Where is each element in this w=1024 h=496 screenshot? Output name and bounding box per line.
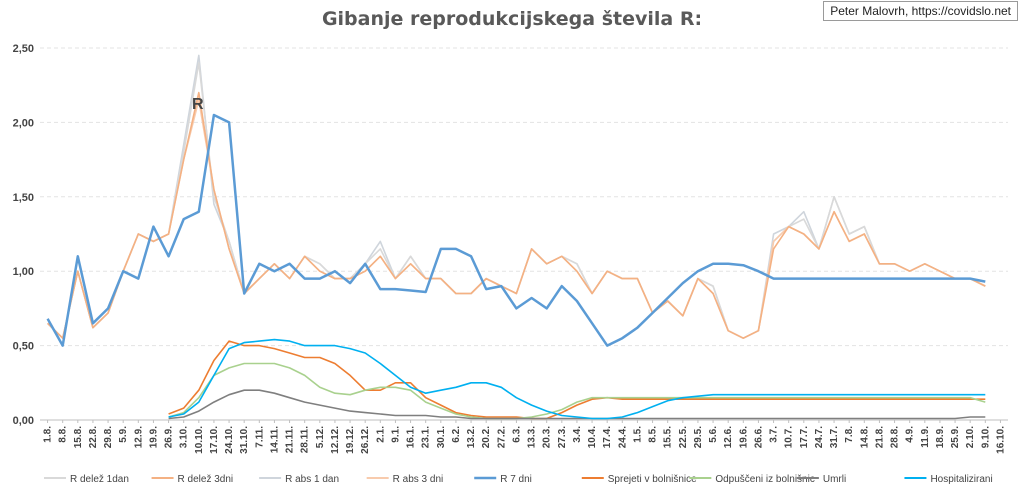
x-tick-label: 4.9. — [905, 426, 916, 443]
legend-label: Hospitalizirani — [930, 474, 992, 485]
x-tick-label: 7.8. — [844, 426, 855, 443]
x-tick-label: 29.5. — [693, 426, 704, 448]
series-line-5 — [168, 340, 986, 420]
x-tick-label: 17.7. — [799, 426, 810, 448]
credit-label: Peter Malovrh, https://covidslo.net — [823, 1, 1018, 21]
x-tick-label: 21.11. — [285, 426, 296, 453]
chart-title: Gibanje reprodukcijskega števila R: — [321, 8, 703, 30]
x-tick-label: 10.7. — [784, 426, 795, 448]
x-tick-label: 16.1. — [406, 426, 417, 448]
series-line-1 — [47, 91, 986, 339]
r-annotation: R — [192, 96, 204, 113]
x-tick-label: 27.2. — [496, 426, 507, 448]
series-line-0 — [47, 62, 986, 339]
x-tick-label: 1.8. — [43, 426, 54, 443]
legend-label: Sprejeti v bolnišnice — [608, 474, 697, 485]
y-tick-label: 0,50 — [13, 341, 34, 353]
x-tick-label: 10.10. — [194, 426, 205, 454]
x-tick-label: 15.5. — [663, 426, 674, 448]
x-tick-label: 13.3. — [527, 426, 538, 448]
x-tick-label: 22.5. — [678, 426, 689, 448]
x-tick-label: 19.9. — [148, 426, 159, 448]
x-tick-label: 24.10. — [224, 426, 235, 454]
x-tick-label: 28.11. — [300, 426, 311, 453]
y-tick-label: 1,00 — [13, 266, 34, 278]
x-tick-label: 1.5. — [632, 426, 643, 443]
x-tick-label: 2.1. — [375, 426, 386, 443]
legend-label: R 7 dni — [500, 474, 532, 485]
x-tick-label: 16.10. — [995, 426, 1006, 454]
x-tick-label: 3.10. — [179, 426, 190, 448]
legend-label: R delež 3dni — [178, 474, 234, 485]
x-tick-label: 31.10. — [239, 426, 250, 454]
x-tick-label: 11.9. — [920, 426, 931, 448]
y-tick-label: 2,00 — [13, 117, 34, 129]
x-tick-label: 25.9. — [950, 426, 961, 448]
x-tick-label: 3.4. — [572, 426, 583, 443]
x-tick-label: 8.5. — [648, 426, 659, 443]
x-tick-label: 2.10. — [965, 426, 976, 448]
series-line-7 — [168, 389, 986, 420]
x-tick-label: 17.4. — [602, 426, 613, 448]
x-tick-label: 20.3. — [542, 426, 553, 448]
x-tick-label: 5.12. — [315, 426, 326, 448]
legend-label: Umrli — [823, 474, 846, 485]
legend-label: R delež 1dan — [70, 474, 129, 485]
x-tick-label: 19.6. — [738, 426, 749, 448]
x-tick-label: 27.3. — [557, 426, 568, 448]
x-tick-label: 18.9. — [935, 426, 946, 448]
x-tick-label: 5.6. — [708, 426, 719, 443]
x-tick-label: 5.9. — [118, 426, 129, 443]
x-tick-label: 20.2. — [481, 426, 492, 448]
x-tick-label: 30.1. — [436, 426, 447, 448]
x-tick-label: 7.11. — [254, 426, 265, 448]
x-tick-label: 26.6. — [753, 426, 764, 448]
x-tick-label: 24.4. — [617, 426, 628, 448]
x-tick-label: 6.3. — [511, 426, 522, 443]
x-tick-label: 23.1. — [421, 426, 432, 448]
x-tick-label: 10.4. — [587, 426, 598, 448]
x-tick-label: 9.10. — [980, 426, 991, 448]
legend-label: Odpuščeni iz bolnišnic — [715, 474, 815, 485]
x-tick-label: 17.10. — [209, 426, 220, 454]
x-tick-label: 28.8. — [890, 426, 901, 448]
legend-label: R abs 1 dan — [285, 474, 339, 485]
x-tick-label: 13.2. — [466, 426, 477, 448]
y-tick-label: 0,00 — [13, 415, 34, 427]
x-tick-label: 26.9. — [164, 426, 175, 448]
x-tick-label: 9.1. — [390, 426, 401, 443]
x-tick-label: 22.8. — [88, 426, 99, 448]
series-line-6 — [168, 362, 986, 420]
x-tick-label: 12.9. — [133, 426, 144, 448]
x-tick-label: 8.8. — [58, 426, 69, 443]
x-tick-label: 6.2. — [451, 426, 462, 443]
x-tick-label: 19.12. — [345, 426, 356, 454]
x-tick-label: 24.7. — [814, 426, 825, 448]
legend-label: R abs 3 dni — [393, 474, 444, 485]
x-tick-label: 29.8. — [103, 426, 114, 448]
series-line-4 — [46, 113, 986, 347]
x-tick-label: 3.7. — [769, 426, 780, 443]
x-tick-label: 31.7. — [829, 426, 840, 448]
series-line-8 — [168, 338, 986, 420]
x-tick-label: 14.11. — [269, 426, 280, 453]
x-tick-label: 15.8. — [73, 426, 84, 448]
x-tick-label: 26.12. — [360, 426, 371, 454]
x-tick-label: 12.12. — [330, 426, 341, 454]
x-tick-label: 14.8. — [859, 426, 870, 448]
x-tick-label: 21.8. — [874, 426, 885, 448]
y-tick-label: 1,50 — [13, 192, 34, 204]
x-tick-label: 12.6. — [723, 426, 734, 448]
y-tick-label: 2,50 — [13, 43, 34, 55]
